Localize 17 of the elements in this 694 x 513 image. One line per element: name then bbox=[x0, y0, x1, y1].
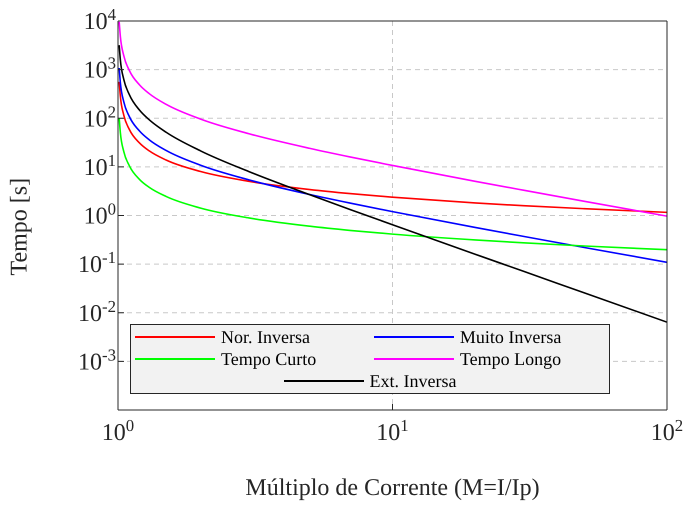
legend-label: Tempo Curto bbox=[221, 348, 316, 370]
legend-label: Tempo Longo bbox=[460, 348, 562, 370]
legend-label: Nor. Inversa bbox=[221, 326, 310, 348]
y-tick-label: 10$^{-3}$ bbox=[78, 344, 116, 376]
x-tick-label: 10$^{1}$ bbox=[376, 416, 409, 446]
y-tick-label: 10$^{-1}$ bbox=[78, 248, 116, 278]
y-tick-label: 10$^{3}$ bbox=[84, 53, 116, 84]
x-axis-title: Múltiplo de Corrente (M=I/Ip) bbox=[245, 475, 540, 501]
x-tick-label: 10$^{2}$ bbox=[650, 416, 684, 446]
y-tick-label: 10$^{-2}$ bbox=[78, 296, 116, 327]
legend-label: Muito Inversa bbox=[460, 326, 562, 348]
y-tick-label: 10$^{0}$ bbox=[84, 199, 116, 230]
legend-label: Ext. Inversa bbox=[370, 370, 456, 392]
y-axis-title: Tempo [s] bbox=[6, 178, 33, 276]
y-tick-label: 10$^{2}$ bbox=[84, 102, 116, 132]
y-tick-label: 10$^{1}$ bbox=[84, 150, 116, 181]
y-tick-label: 10$^{4}$ bbox=[84, 4, 117, 35]
